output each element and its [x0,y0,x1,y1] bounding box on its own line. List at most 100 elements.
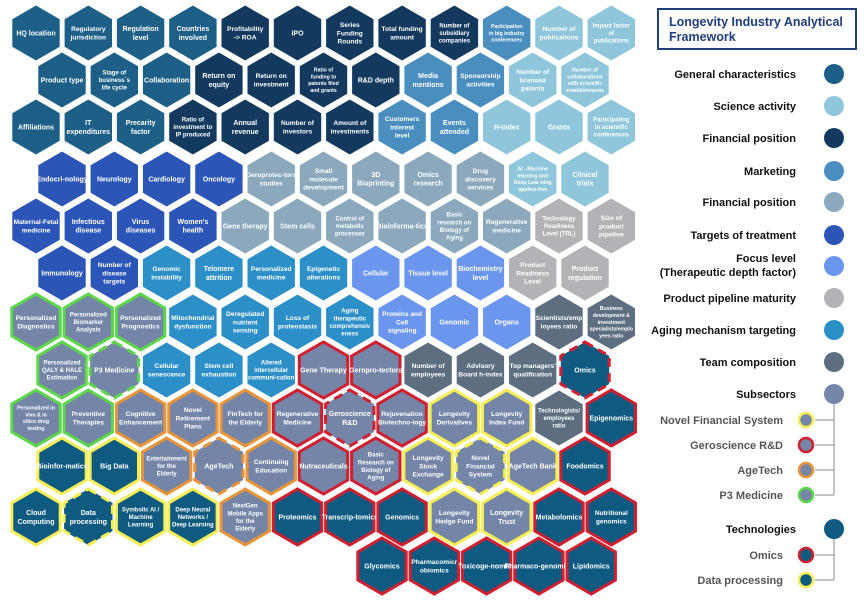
hex-affiliations: Affiliations [11,98,61,156]
legend-swatch [824,384,844,404]
hex-label: Big Data [100,463,129,470]
hex-shape [168,197,218,255]
hex-genomic-instability: Genomic instability [141,244,192,302]
hex-shape [115,98,166,156]
hex-shape [89,244,139,302]
hex-shape [377,197,427,255]
hex-epigenetic-alterations: Epigenetic alterations [298,244,349,302]
hex-shape [298,150,349,208]
hex-bioinfor-matics: Bioinfor-matics [36,436,88,496]
hex-business-development-investment-speciali: Business development & investment specialis… [586,293,636,351]
hex-shape [325,293,375,351]
hex-label: Control of metabolic processes [335,217,365,238]
hex-shape [88,436,140,496]
hex-impact-factor-of-publications: Impact factor of publications [586,4,636,62]
hex-shape [429,98,480,156]
hex-label: Amount of investments [331,120,370,135]
hex-shape [63,98,113,156]
hex-sponsorship-activities: Sponsorship activities [455,51,506,109]
hex-label: Impact factor of publications [592,24,630,45]
hex-personalized-biomarker-analysis: Personalized Biomarker Analysis [62,292,114,352]
legend-label: Financial position [702,133,796,145]
hex-media-mentions: Media mentions [403,51,453,109]
hex-shape [429,293,480,351]
hex-gene-therapy: Gene Therapy [297,340,350,400]
legend-swatch [824,128,844,148]
hex-number-of-collaborations-with-scientific: Number of collaborations with scientific es… [560,51,610,109]
legend-label: Product pipeline maturity [663,293,797,305]
hex-product-type: Product type [37,51,87,109]
hex-shape [11,197,61,255]
hex-shape [408,536,460,596]
hex-label: Total funding amount [381,26,422,41]
hex-r-d-depth: R&D depth [351,51,401,109]
hex-label: Stage of business`s life cycle [99,71,131,92]
hex-shape [402,436,454,496]
hex-shape [454,436,507,496]
hex-p3-medicine: P3 Medicine [88,340,140,400]
hex-regulation-level: Regulation level [115,4,166,62]
legend-label: Focus level [736,253,796,265]
hex-shape [565,536,617,596]
hex-label: Proteomics [278,515,316,522]
hex-longevity-stock-exchange: Longevity Stock Exchange [402,436,454,496]
hex-ratio-of-funding-to-patents-filed-and-gr: Ratio of funding to patents filed and grant… [298,51,349,109]
hex-label: Omics research [413,172,442,188]
hex-neurology: Neurology [89,150,139,208]
subsectors-connector [815,404,835,496]
hex-label: Drug discovery services [465,168,496,191]
hex-regenerative-medicine: Regenerative Medicine [271,388,324,448]
hex-shape [271,487,324,547]
hex-lipidomics: Lipidomics [565,536,617,596]
hex-label: Deregulated nutrient sensing [226,311,264,334]
hex-label: Gene Therapy [300,367,347,374]
legend-tech-label: Data processing [697,575,783,587]
hex-control-of-metabolic-processes: Control of metabolic processes [325,197,375,255]
hex-shape [140,436,193,496]
hex-shape [455,341,506,399]
hex-cellular: Cellular [351,244,401,302]
hex-proteomics: Proteomics [271,487,324,547]
hex-shape [219,388,271,448]
hex-shape [534,4,584,62]
hex-shape [194,244,244,302]
hex-stage-of-business-s-life-cycle: Stage of business`s life cycle [89,51,139,109]
hex-participation-in-big-industry-conference: Participation in big industry conferences [482,4,532,62]
legend-label: Targets of treatment [690,230,796,242]
hex-shape [403,244,453,302]
hex-label: Number of disease targets [98,262,132,285]
hex-shape [586,98,636,156]
hex-virus-diseases: Virus diseases [115,197,166,255]
hex-shape [533,487,585,547]
hex-personalized-medicine: Personalized medicine [246,244,296,302]
hex-label: Advisory Board h-index [458,363,503,378]
hex-label: Basic research on Biology of Aging [437,213,471,242]
hex-label: Genomics [385,515,419,522]
hex-metabolomics: Metabolomics [533,487,585,547]
hex-shape [115,197,166,255]
hex-big-data: Big Data [88,436,140,496]
hex-label: Events attended [440,120,469,136]
hex-label: Preventive Therapies [72,411,106,426]
hex-label: Profitability -> ROA [227,26,264,41]
hex-label: Regulatory jurisdiction [70,26,107,41]
legend-swatch [824,192,844,212]
hex-deregulated-nutrient-sensing: Deregulated nutrient sensing [220,293,270,351]
hex-aging-therapeutic-comprehensiv-eness: Aging therapeutic comprehensiv eness [325,293,375,351]
hex-foodomics: Foodomics [559,436,611,496]
hex-shape [272,293,323,351]
hex-drug-discovery-services: Drug discovery services [455,150,506,208]
hex-label: IT expenditures [67,120,111,136]
hex-scientists-emp-loyees-ratio: Scientists/emp loyees ratio [534,293,584,351]
hex-agetech-bank: AgeTech Bank [507,436,559,496]
hex-shape [455,51,506,109]
legend-label: Financial position [702,197,796,209]
hex-shape [508,51,558,109]
legend-swatch [824,96,844,116]
hex-cognitive-enhancement: Cognitive Enhancement [114,388,167,448]
hex-label: Toxicoge-nomics [458,564,515,571]
hex-shape [246,341,296,399]
hex-label: Number of investors [281,120,315,135]
hex-label: Tissue level [408,270,448,277]
